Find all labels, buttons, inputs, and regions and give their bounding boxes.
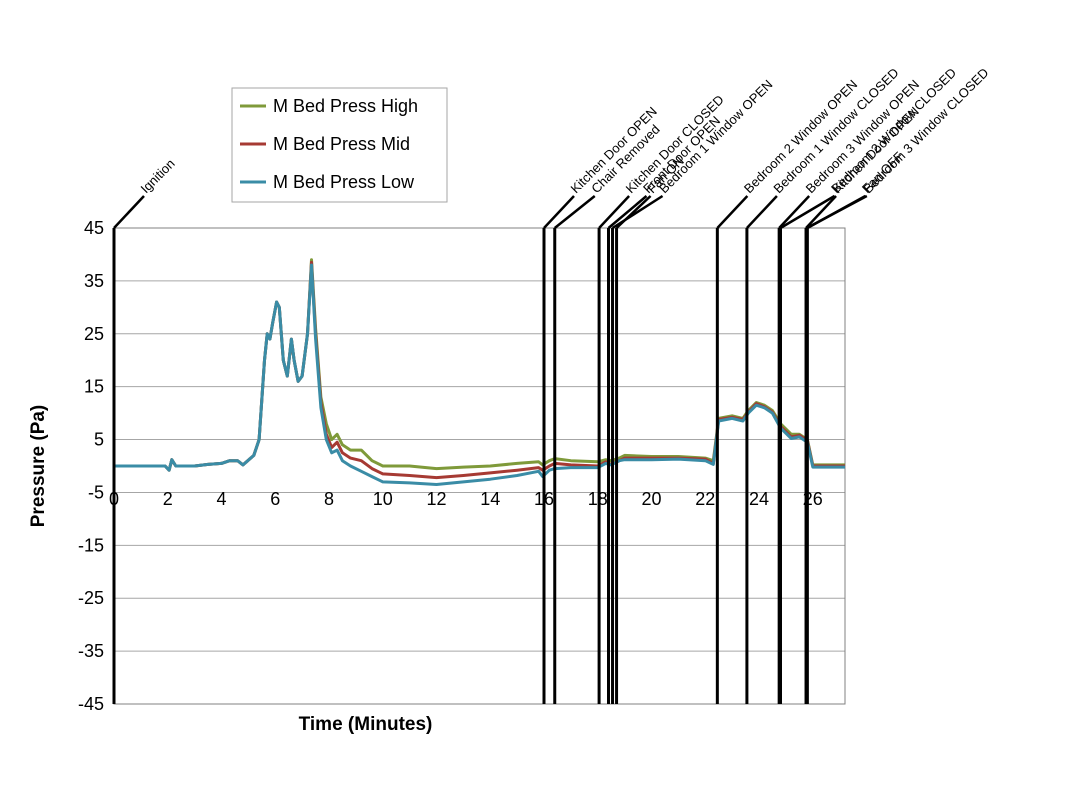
event-leader — [543, 195, 575, 229]
y-tick-label: -35 — [78, 641, 104, 661]
event-leader — [598, 195, 631, 229]
event-leader — [779, 194, 836, 230]
event-leader — [553, 195, 596, 229]
y-tick-label: 25 — [84, 324, 104, 344]
x-tick-labels: 0 2 4 6 8 10 12 14 16 18 20 22 24 26 — [109, 489, 823, 509]
x-tick-label: 24 — [749, 489, 769, 509]
x-tick-label: 10 — [373, 489, 393, 509]
legend-box — [231, 87, 448, 203]
y-tick-label: 15 — [84, 377, 104, 397]
y-tick-label: 5 — [94, 430, 104, 450]
event-leader — [716, 195, 749, 229]
x-tick-label: 20 — [641, 489, 661, 509]
x-tick-label: 12 — [426, 489, 446, 509]
x-tick-label: 2 — [163, 489, 173, 509]
y-tick-label: 45 — [84, 218, 104, 238]
y-tick-label: -5 — [88, 482, 104, 502]
event-leader — [113, 195, 145, 229]
series-line-2 — [114, 263, 845, 486]
x-tick-label: 26 — [803, 489, 823, 509]
y-tick-labels: 45 35 25 15 5 -5 -15 -25 -35 -45 — [78, 218, 104, 714]
legend: M Bed Press High M Bed Press Mid M Bed P… — [231, 87, 448, 203]
event-leader — [806, 194, 866, 230]
y-tick-label: -25 — [78, 588, 104, 608]
x-tick-label: 16 — [534, 489, 554, 509]
y-axis-title: Pressure (Pa) — [28, 405, 49, 528]
y-tick-label: -15 — [78, 535, 104, 555]
series-layer — [114, 258, 845, 486]
x-axis-title: Time (Minutes) — [299, 714, 433, 735]
x-tick-label: 8 — [324, 489, 334, 509]
event-leader — [745, 195, 778, 229]
x-tick-label: 18 — [588, 489, 608, 509]
x-tick-label: 4 — [216, 489, 226, 509]
legend-label-low: M Bed Press Low — [273, 172, 415, 192]
x-tick-label: 22 — [695, 489, 715, 509]
x-tick-label: 14 — [480, 489, 500, 509]
y-tick-label: 35 — [84, 271, 104, 291]
event-leader — [607, 195, 648, 229]
legend-label-high: M Bed Press High — [273, 96, 418, 116]
x-tick-label: 6 — [270, 489, 280, 509]
event-leader — [778, 195, 811, 229]
legend-label-mid: M Bed Press Mid — [273, 134, 410, 154]
x-tick-label: 0 — [109, 489, 119, 509]
event-leader — [805, 195, 837, 229]
y-tick-label: -45 — [78, 694, 104, 714]
event-leader — [615, 195, 652, 229]
